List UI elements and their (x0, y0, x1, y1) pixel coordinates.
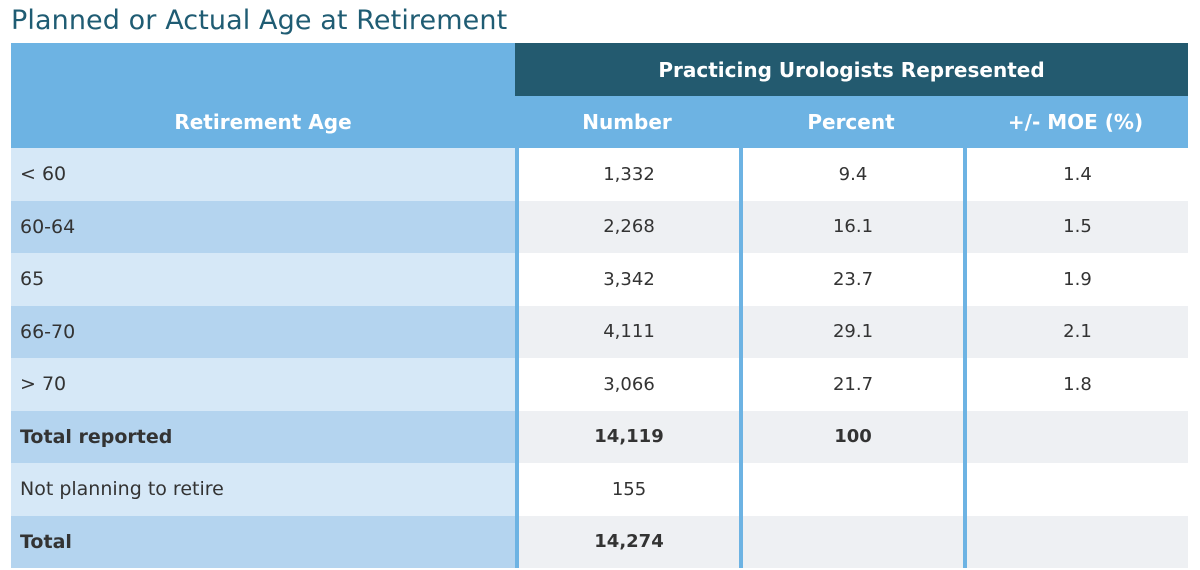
table-row: 66-70 4,111 29.1 2.1 (11, 306, 1188, 359)
cell-number: 3,342 (515, 253, 739, 306)
table-row-total: Total 14,274 (11, 516, 1188, 569)
row-label: 60-64 (11, 201, 515, 254)
column-header-percent: Percent (739, 96, 963, 148)
header-spacer (11, 43, 515, 96)
cell-number: 155 (515, 463, 739, 516)
row-label: Not planning to retire (11, 463, 515, 516)
row-label: > 70 (11, 358, 515, 411)
cell-moe: 1.9 (963, 253, 1188, 306)
cell-number: 14,274 (515, 516, 739, 569)
row-label: < 60 (11, 148, 515, 201)
cell-percent: 21.7 (739, 358, 963, 411)
cell-percent: 16.1 (739, 201, 963, 254)
row-label: 65 (11, 253, 515, 306)
row-label: Total (11, 516, 515, 569)
cell-number: 3,066 (515, 358, 739, 411)
column-header-moe: +/- MOE (%) (963, 96, 1188, 148)
cell-moe: 1.8 (963, 358, 1188, 411)
cell-percent (739, 463, 963, 516)
cell-percent: 23.7 (739, 253, 963, 306)
cell-moe: 2.1 (963, 306, 1188, 359)
retirement-age-table: Practicing Urologists Represented Retire… (11, 43, 1188, 568)
cell-percent: 100 (739, 411, 963, 464)
cell-moe (963, 411, 1188, 464)
table-row: 65 3,342 23.7 1.9 (11, 253, 1188, 306)
cell-number: 4,111 (515, 306, 739, 359)
table-group-header-row: Practicing Urologists Represented (11, 43, 1188, 96)
cell-moe (963, 463, 1188, 516)
table-row: 60-64 2,268 16.1 1.5 (11, 201, 1188, 254)
cell-number: 2,268 (515, 201, 739, 254)
cell-moe: 1.5 (963, 201, 1188, 254)
table-column-header-row: Retirement Age Number Percent +/- MOE (%… (11, 96, 1188, 148)
column-header-number: Number (515, 96, 739, 148)
cell-number: 1,332 (515, 148, 739, 201)
cell-percent: 9.4 (739, 148, 963, 201)
cell-moe: 1.4 (963, 148, 1188, 201)
column-header-retirement-age: Retirement Age (11, 96, 515, 148)
cell-number: 14,119 (515, 411, 739, 464)
cell-moe (963, 516, 1188, 569)
cell-percent (739, 516, 963, 569)
row-label: 66-70 (11, 306, 515, 359)
cell-percent: 29.1 (739, 306, 963, 359)
table-row-total-reported: Total reported 14,119 100 (11, 411, 1188, 464)
page-title: Planned or Actual Age at Retirement (11, 5, 507, 36)
table-row: > 70 3,066 21.7 1.8 (11, 358, 1188, 411)
table-row: < 60 1,332 9.4 1.4 (11, 148, 1188, 201)
group-header-practicing-urologists: Practicing Urologists Represented (515, 43, 1188, 96)
table-row-not-planning: Not planning to retire 155 (11, 463, 1188, 516)
row-label: Total reported (11, 411, 515, 464)
